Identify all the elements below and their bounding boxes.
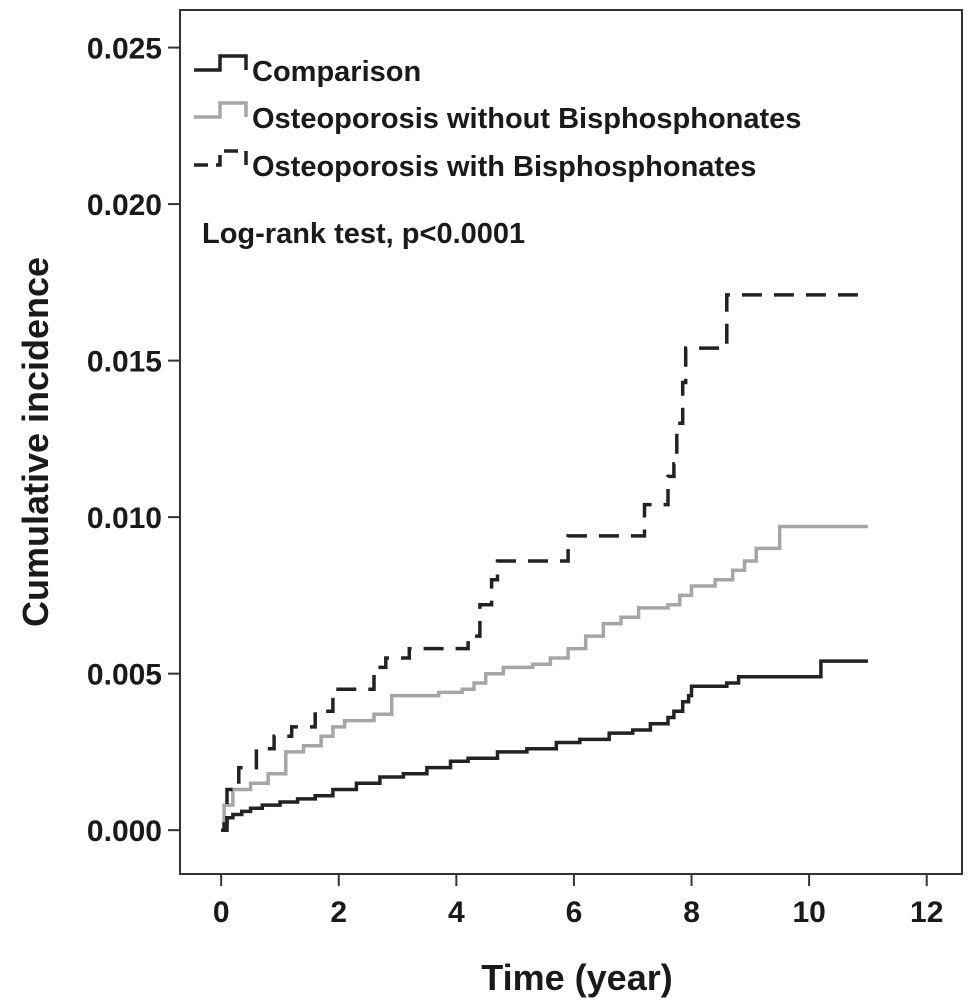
y-tick-label: 0.010 — [87, 502, 162, 535]
legend: Comparison Osteoporosis without Bisphosp… — [194, 54, 801, 183]
y-axis-title: Cumulative incidence — [15, 257, 56, 627]
legend-item-osteoporosis-without-bisphosphonates: Osteoporosis without Bisphosphonates — [194, 101, 801, 135]
x-axis-title: Time (year) — [481, 957, 672, 998]
y-tick-label: 0.005 — [87, 659, 162, 692]
series-line-comparison — [221, 659, 868, 832]
y-axis: 0.000 0.005 0.010 0.015 0.020 0.025 — [87, 33, 180, 848]
series-line-osteoporosis-without-bisphosphonates — [221, 524, 868, 832]
legend-label-osteoporosis-without-bisphosphonates: Osteoporosis without Bisphosphonates — [252, 103, 801, 135]
legend-label-osteoporosis-with-bisphosphonates: Osteoporosis with Bisphosphonates — [252, 151, 756, 183]
x-tick-label: 0 — [213, 896, 230, 929]
x-tick-label: 6 — [566, 896, 583, 929]
x-tick-label: 8 — [683, 896, 700, 929]
y-tick-label: 0.000 — [87, 815, 162, 848]
x-tick-label: 2 — [330, 896, 347, 929]
legend-item-osteoporosis-with-bisphosphonates: Osteoporosis with Bisphosphonates — [194, 149, 756, 183]
legend-swatch-osteoporosis-with-bisphosphonates — [194, 149, 248, 167]
legend-item-comparison: Comparison — [194, 54, 421, 88]
series-line-osteoporosis-with-bisphosphonates — [221, 293, 868, 832]
x-tick-label: 10 — [792, 896, 825, 929]
legend-swatch-osteoporosis-without-bisphosphonates — [194, 101, 248, 119]
x-tick-label: 4 — [448, 896, 465, 929]
log-rank-annotation: Log-rank test, p<0.0001 — [202, 218, 525, 250]
legend-label-comparison: Comparison — [252, 56, 421, 88]
y-tick-label: 0.020 — [87, 189, 162, 222]
x-axis: 0 2 4 6 8 10 12 — [213, 874, 943, 929]
series-layer — [221, 293, 868, 832]
y-tick-label: 0.025 — [87, 33, 162, 66]
legend-swatch-comparison — [194, 54, 248, 72]
x-tick-label: 12 — [910, 896, 943, 929]
y-tick-label: 0.015 — [87, 346, 162, 379]
plot-frame — [179, 9, 963, 875]
